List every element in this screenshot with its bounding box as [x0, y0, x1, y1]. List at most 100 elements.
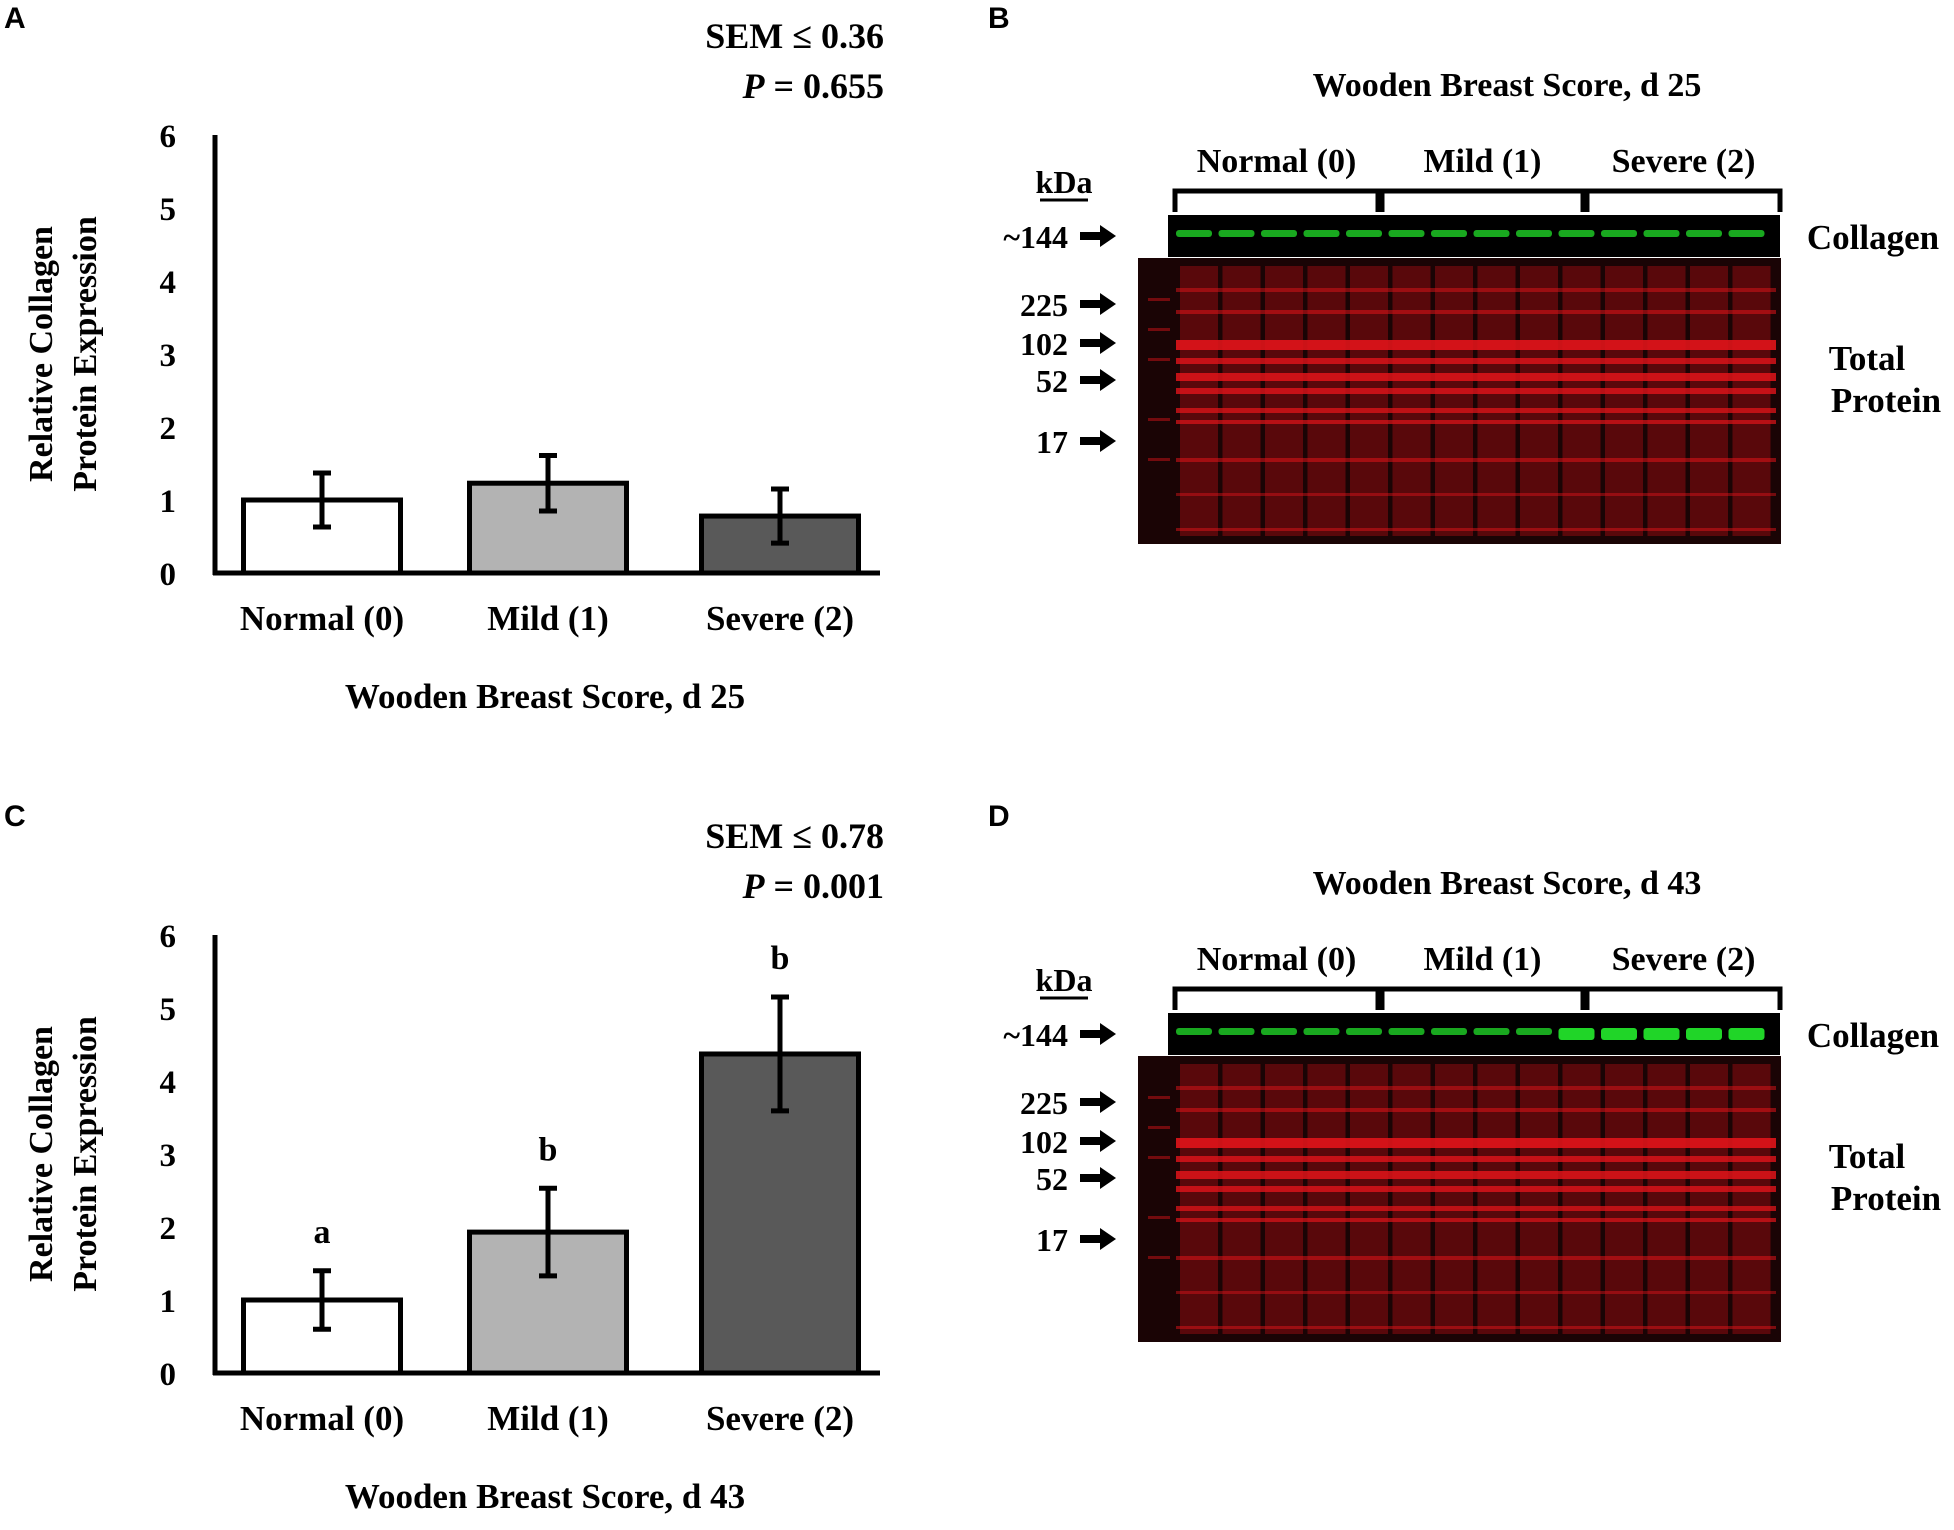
x-tick-label: Mild (1): [487, 599, 609, 638]
marker-arrow-icon: [1080, 430, 1116, 452]
y-tick-label: 2: [160, 411, 177, 447]
panel-label-d: D: [988, 800, 1010, 833]
protein-band: [1176, 420, 1776, 424]
panel-label-c: C: [4, 800, 26, 833]
protein-band: [1176, 408, 1776, 413]
marker-label: 102: [1020, 326, 1068, 362]
blot-figure-d: Wooden Breast Score, d 43 Normal (0) Mild …: [1003, 865, 1941, 1342]
arrow-shaft: [1080, 1030, 1102, 1038]
collagen-band: [1261, 230, 1297, 237]
protein-band: [1176, 388, 1776, 394]
collagen-band: [1686, 1028, 1722, 1040]
protein-band: [1176, 1108, 1776, 1112]
marker-arrow-icon: [1080, 369, 1116, 391]
kda-label: kDa: [1036, 164, 1093, 200]
collagen-band: [1516, 230, 1552, 237]
collagen-band: [1431, 1028, 1467, 1035]
total-protein-label: Total: [1829, 339, 1906, 378]
collagen-band: [1728, 1028, 1765, 1040]
total-protein-label: Total: [1829, 1137, 1906, 1176]
arrow-head: [1100, 1023, 1116, 1045]
chart-c: SEM ≤ 0.78 P = 0.001 0 1 2 3 4 5 6 Relative Colla…: [0, 800, 900, 1525]
ladder-band: [1148, 458, 1170, 461]
collagen-band: [1176, 230, 1212, 237]
marker-arrow-icon: [1080, 1091, 1116, 1113]
lane-group-label: Normal (0): [1197, 941, 1357, 978]
arrow-shaft: [1080, 1235, 1102, 1243]
collagen-band: [1643, 230, 1680, 237]
y-tick-label: 0: [160, 1357, 177, 1393]
marker-label: 225: [1020, 287, 1068, 323]
protein-band: [1176, 528, 1776, 531]
ladder-band: [1148, 1126, 1170, 1129]
collagen-band: [1176, 1028, 1212, 1035]
y-tick-label: 6: [160, 919, 177, 955]
x-tick-label: Normal (0): [240, 1399, 404, 1438]
p-value: = 0.655: [764, 66, 884, 106]
collagen-band: [1346, 230, 1382, 237]
y-axis-label-line: Relative Collagen: [23, 226, 60, 482]
marker-label: 102: [1020, 1124, 1068, 1160]
lane-group-bracket: [1584, 986, 1783, 1010]
p-value: = 0.001: [764, 866, 884, 906]
collagen-label: Collagen: [1807, 218, 1939, 257]
collagen-band: [1643, 1028, 1680, 1040]
protein-band: [1176, 340, 1776, 350]
y-tick-label: 1: [160, 1284, 177, 1320]
lane-group-bracket: [1379, 986, 1586, 1010]
ladder-band: [1148, 418, 1170, 421]
arrow-shaft: [1080, 1137, 1102, 1145]
arrow-shaft: [1080, 300, 1102, 308]
y-tick-label: 4: [160, 265, 177, 301]
collagen-band: [1388, 230, 1425, 237]
ladder-band: [1148, 1156, 1170, 1159]
arrow-shaft: [1080, 376, 1102, 384]
y-tick-label: 0: [160, 557, 177, 593]
arrow-shaft: [1080, 339, 1102, 347]
protein-band: [1176, 1186, 1776, 1192]
significance-letter: b: [771, 940, 790, 977]
protein-band: [1176, 373, 1776, 381]
x-tick-label: Normal (0): [240, 599, 404, 638]
protein-band: [1176, 288, 1776, 292]
blot-figure-b: Wooden Breast Score, d 25 Normal (0) Mild …: [1003, 67, 1941, 544]
lane-group-bracket: [1172, 986, 1381, 1010]
y-tick-label: 3: [160, 1138, 177, 1174]
y-axis-label-line: Relative Collagen: [23, 1026, 60, 1282]
bar-chart-a: SEM ≤ 0.36 P = 0.655 0 1 2 3 4 5 6 Relative Colla…: [23, 16, 884, 716]
protein-band: [1176, 358, 1776, 364]
protein-band: [1176, 310, 1776, 314]
sem-label: SEM ≤ 0.78: [705, 816, 884, 856]
collagen-label: Collagen: [1807, 1016, 1939, 1055]
lane-group-label: Severe (2): [1612, 941, 1756, 978]
lane-group-label: Mild (1): [1423, 941, 1541, 978]
blot-title: Wooden Breast Score, d 43: [1313, 865, 1702, 902]
x-axis-label: Wooden Breast Score, d 25: [345, 677, 745, 716]
arrow-head: [1100, 430, 1116, 452]
collagen-band: [1601, 230, 1637, 237]
y-axis-label-line: Protein Expression: [67, 216, 104, 492]
x-axis-label: Wooden Breast Score, d 43: [345, 1477, 745, 1516]
western-blot-b: Wooden Breast Score, d 25 Normal (0) Mild …: [980, 60, 1954, 550]
arrow-shaft: [1080, 437, 1102, 445]
collagen-band: [1473, 1028, 1510, 1035]
arrow-head: [1100, 332, 1116, 354]
collagen-band: [1303, 1028, 1340, 1035]
protein-band: [1176, 1138, 1776, 1148]
protein-band: [1176, 458, 1776, 462]
arrow-head: [1100, 293, 1116, 315]
y-tick-label: 5: [160, 192, 177, 228]
protein-band: [1176, 1086, 1776, 1090]
lane-group-label: Mild (1): [1423, 143, 1541, 180]
total-protein-gel: [1138, 258, 1781, 544]
x-tick-label: Severe (2): [706, 599, 854, 638]
protein-band: [1176, 1218, 1776, 1222]
ladder-band: [1148, 1096, 1170, 1099]
bar-chart-c: SEM ≤ 0.78 P = 0.001 0 1 2 3 4 5 6 Relative Colla…: [23, 816, 884, 1516]
blot-title: Wooden Breast Score, d 25: [1313, 67, 1702, 104]
x-tick-label: Mild (1): [487, 1399, 609, 1438]
x-tick-label: Severe (2): [706, 1399, 854, 1438]
total-protein-label: Protein: [1831, 1179, 1941, 1218]
marker-arrow-icon: [1080, 1130, 1116, 1152]
marker-arrow-icon: [1080, 332, 1116, 354]
